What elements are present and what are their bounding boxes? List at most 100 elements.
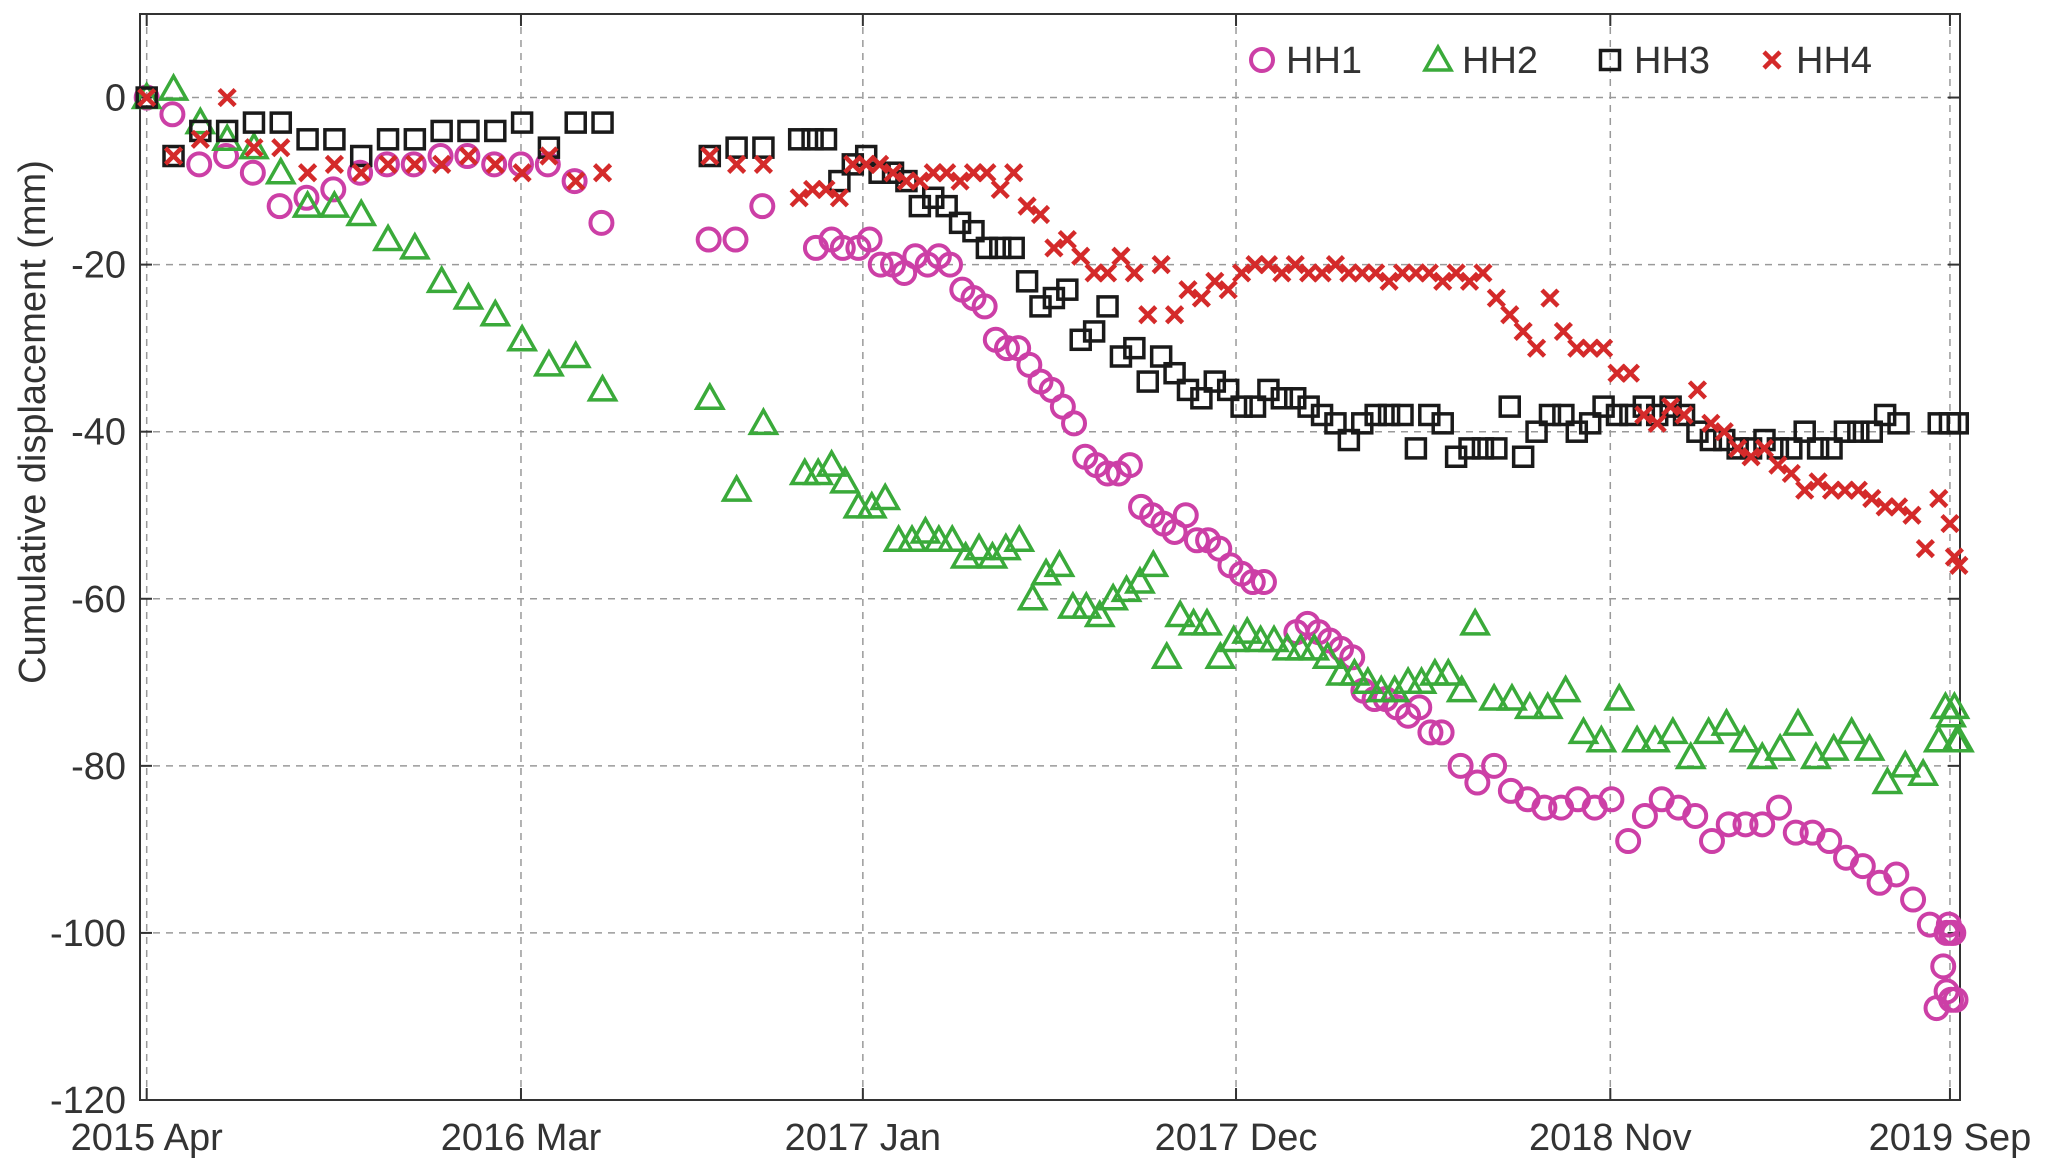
legend-label: HH3 <box>1634 40 1710 82</box>
data-point <box>190 129 210 149</box>
data-point <box>962 219 985 243</box>
data-point <box>1325 255 1346 275</box>
data-point <box>1782 819 1809 846</box>
series-hh2 <box>130 72 1975 795</box>
data-point <box>1163 361 1186 385</box>
data-point <box>1378 674 1411 703</box>
legend-item-hh1: HH1 <box>1249 40 1362 82</box>
data-point <box>1526 338 1547 358</box>
data-point <box>1464 769 1491 796</box>
data-point <box>1419 263 1439 283</box>
data-point <box>324 154 344 174</box>
legend-marker <box>1762 50 1782 70</box>
data-point <box>1806 437 1830 460</box>
data-point <box>1853 732 1886 761</box>
data-point <box>1915 539 1935 559</box>
data-point <box>1585 724 1618 753</box>
data-point <box>1431 412 1454 435</box>
legend-item-hh3: HH3 <box>1598 40 1710 82</box>
data-point <box>1938 690 1971 720</box>
data-point <box>1511 445 1535 469</box>
data-point <box>405 154 425 174</box>
data-point <box>430 119 453 143</box>
data-point <box>1459 271 1480 291</box>
data-point <box>936 523 969 553</box>
data-point <box>749 193 776 220</box>
data-point <box>829 234 856 261</box>
data-point <box>1889 749 1922 778</box>
data-point <box>1217 623 1250 653</box>
data-point <box>373 151 400 178</box>
data-point <box>1151 255 1171 275</box>
data-point <box>855 490 888 519</box>
data-point <box>1598 786 1625 813</box>
data-point <box>801 128 824 151</box>
data-point <box>1552 403 1575 427</box>
data-point <box>1270 387 1294 410</box>
data-point <box>320 176 347 203</box>
data-point <box>720 473 753 502</box>
data-point <box>1285 255 1305 275</box>
data-point <box>1531 690 1564 720</box>
data-point <box>950 171 970 191</box>
data-point <box>264 156 297 185</box>
data-point <box>1638 724 1671 753</box>
data-point <box>1531 794 1558 821</box>
data-point <box>1726 437 1749 460</box>
data-point <box>1137 548 1170 578</box>
data-point <box>1631 802 1658 829</box>
data-point <box>215 119 239 143</box>
data-point <box>788 456 821 486</box>
data-point <box>1406 694 1433 721</box>
data-point <box>318 189 351 218</box>
data-point <box>1337 428 1361 452</box>
y-tick-label: -40 <box>71 412 126 454</box>
data-point <box>1043 548 1076 578</box>
y-axis-title: Cumulative displacement (mm) <box>12 160 54 684</box>
data-point <box>1930 953 1957 980</box>
data-point <box>1379 271 1399 291</box>
data-point <box>1478 682 1511 711</box>
data-point <box>372 222 405 252</box>
data-point <box>1538 403 1562 427</box>
data-point <box>1258 623 1291 653</box>
series-hh1 <box>133 84 1969 1022</box>
data-point <box>1780 437 1803 460</box>
data-point <box>376 128 400 151</box>
data-point <box>993 335 1020 362</box>
data-point <box>1485 437 1508 460</box>
data-point <box>1793 420 1816 443</box>
data-point <box>403 128 427 151</box>
data-point <box>989 532 1022 561</box>
data-point <box>1615 828 1642 855</box>
data-point <box>323 128 346 151</box>
data-point <box>1351 665 1384 695</box>
data-point <box>1311 640 1344 669</box>
data-point <box>856 226 883 253</box>
data-point <box>1428 719 1455 746</box>
legend-marker <box>1422 43 1454 72</box>
data-point <box>1647 413 1667 433</box>
data-point <box>1082 320 1106 343</box>
x-tick-label: 2018 Nov <box>1529 1117 1692 1159</box>
data-point <box>1741 447 1761 467</box>
data-point <box>432 154 452 174</box>
data-point <box>1682 802 1709 829</box>
data-point <box>1404 437 1428 460</box>
data-point <box>454 143 481 170</box>
data-point <box>564 111 587 134</box>
data-point <box>244 138 264 158</box>
data-point <box>1817 732 1850 761</box>
data-point <box>539 146 559 166</box>
data-point <box>1017 196 1037 216</box>
data-point <box>1433 271 1453 291</box>
data-point <box>591 111 614 134</box>
data-point <box>1015 270 1039 293</box>
data-point <box>1097 582 1130 611</box>
data-point <box>937 163 957 183</box>
legend-marker <box>1249 47 1275 73</box>
data-point <box>787 128 811 151</box>
data-point <box>1459 607 1492 636</box>
data-point <box>1172 502 1199 529</box>
data-point <box>1578 412 1602 435</box>
